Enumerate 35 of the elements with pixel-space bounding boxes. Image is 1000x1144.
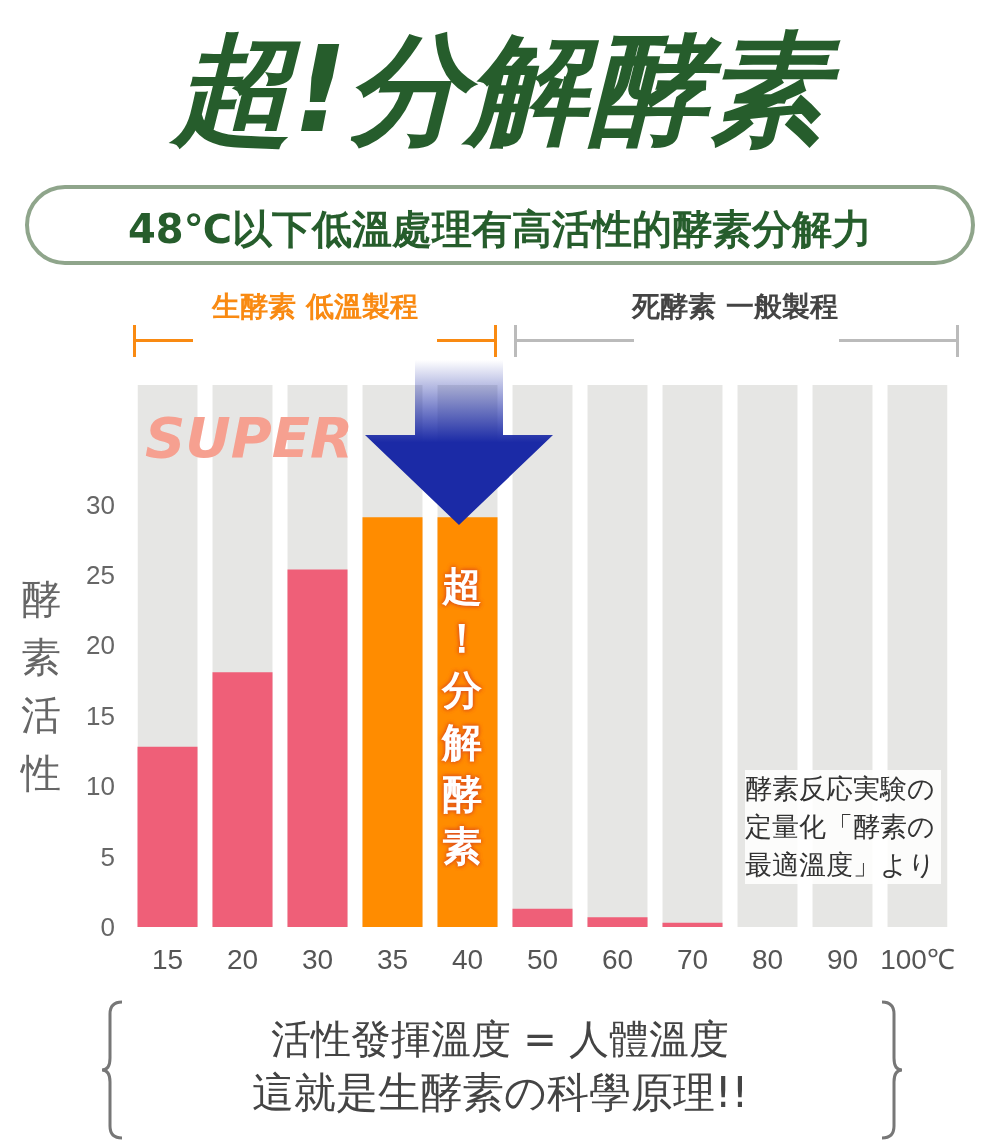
text: 生酵素 低溫製程 xyxy=(210,290,419,324)
annotation: 超！分解酵素 xyxy=(440,562,483,871)
bar xyxy=(587,917,648,927)
y-tick-label: 5 xyxy=(100,841,115,872)
x-tick-label: 35 xyxy=(376,943,409,975)
x-tick-label: 80 xyxy=(751,943,784,975)
bar xyxy=(287,569,348,927)
bar xyxy=(512,908,573,927)
x-tick-label: 90 xyxy=(826,943,859,975)
y-tick-label: 20 xyxy=(86,630,115,661)
bar xyxy=(137,746,198,927)
x-tick-label: 15 xyxy=(151,943,184,975)
x-tick-label: 100℃ xyxy=(880,943,955,975)
x-tick-label: 60 xyxy=(601,943,634,975)
bar xyxy=(662,922,723,927)
x-tick-label: 70 xyxy=(676,943,709,975)
annotation: SUPER xyxy=(145,405,354,470)
y-tick-label: 25 xyxy=(86,560,115,591)
bar xyxy=(362,517,423,927)
x-tick-label: 50 xyxy=(526,943,559,975)
chart-title: 超!分解酵素 xyxy=(168,19,842,161)
y-tick-label: 30 xyxy=(86,489,115,520)
bar xyxy=(212,672,273,927)
y-tick-label: 15 xyxy=(86,700,115,731)
text: 活性發揮溫度 = 人體溫度 xyxy=(269,1015,731,1064)
text: 死酵素 一般製程 xyxy=(630,290,839,324)
x-tick-label: 20 xyxy=(226,943,259,975)
y-axis-title: 酵素活性 xyxy=(19,575,62,798)
y-tick-label: 0 xyxy=(100,912,115,942)
text: 這就是生酵素の科學原理!! xyxy=(250,1067,750,1119)
y-tick-label: 10 xyxy=(86,771,115,802)
x-tick-label: 40 xyxy=(451,943,484,975)
annotation: 酵素反応実験の定量化「酵素の最適溫度」より xyxy=(745,770,941,884)
x-tick-label: 30 xyxy=(301,943,334,975)
chart-subtitle: 48℃以下低溫處理有高活性的酵素分解力 xyxy=(25,185,975,265)
